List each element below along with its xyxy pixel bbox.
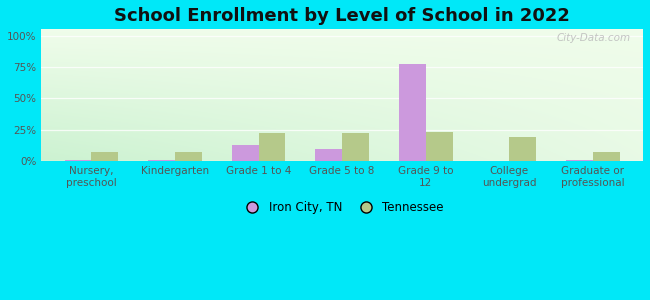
Bar xyxy=(315,148,342,161)
Title: School Enrollment by Level of School in 2022: School Enrollment by Level of School in … xyxy=(114,7,570,25)
Bar xyxy=(92,152,118,161)
Bar xyxy=(399,64,426,161)
Bar xyxy=(510,137,536,161)
Legend: Iron City, TN, Tennessee: Iron City, TN, Tennessee xyxy=(236,196,448,218)
Bar xyxy=(426,132,452,161)
Bar xyxy=(148,160,175,161)
Text: City-Data.com: City-Data.com xyxy=(557,33,631,43)
Bar xyxy=(232,145,259,161)
Bar xyxy=(593,152,619,161)
Bar xyxy=(175,152,202,161)
Bar xyxy=(342,134,369,161)
Bar xyxy=(566,160,593,161)
Bar xyxy=(259,134,285,161)
Bar xyxy=(65,160,92,161)
